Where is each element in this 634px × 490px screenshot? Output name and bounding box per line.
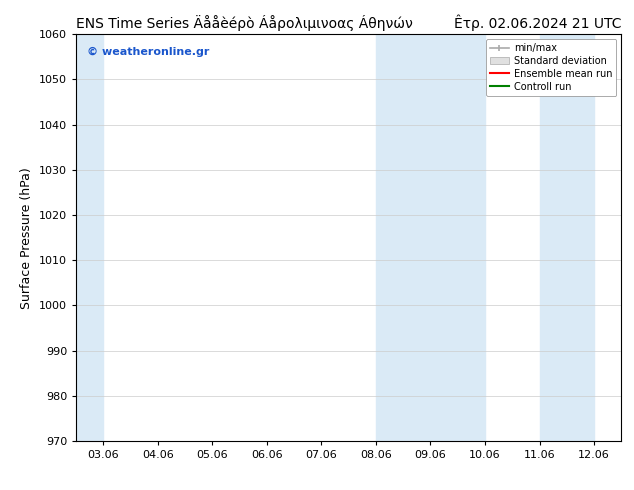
Y-axis label: Surface Pressure (hPa): Surface Pressure (hPa): [20, 167, 34, 309]
Bar: [76, 34, 103, 441]
Text: © weatheronline.gr: © weatheronline.gr: [87, 47, 209, 56]
Text: Êτρ. 02.06.2024 21 UTC: Êτρ. 02.06.2024 21 UTC: [454, 15, 621, 31]
Text: ENS Time Series Äååèéρò Áåρολιμινοας Áθηνών: ENS Time Series Äååèéρò Áåρολιμινοας Áθη…: [76, 15, 413, 31]
Bar: [376, 34, 485, 441]
Bar: [540, 34, 594, 441]
Legend: min/max, Standard deviation, Ensemble mean run, Controll run: min/max, Standard deviation, Ensemble me…: [486, 39, 616, 96]
